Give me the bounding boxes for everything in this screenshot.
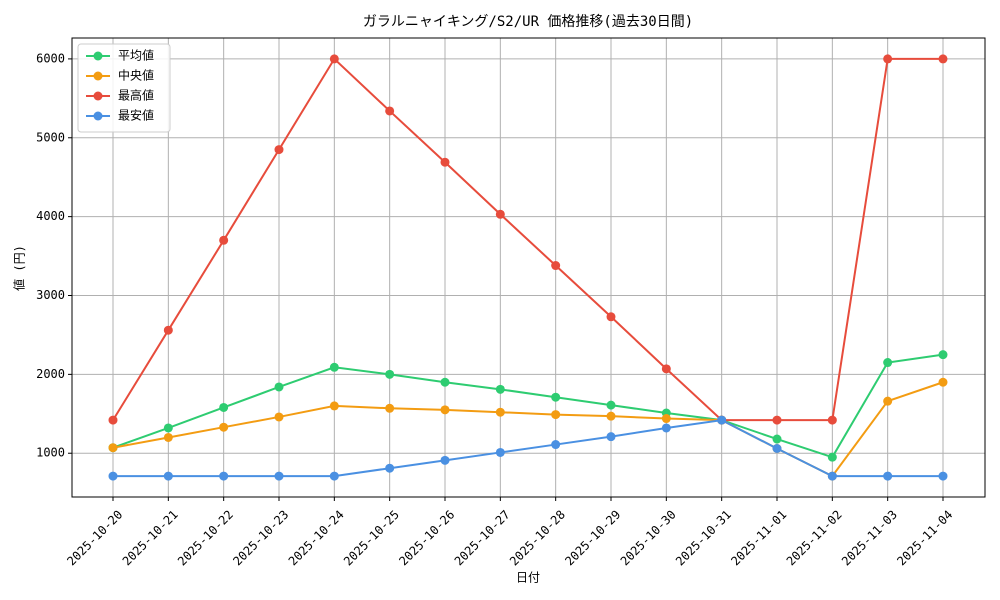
data-point	[108, 415, 118, 425]
data-point	[108, 471, 118, 481]
data-point	[551, 440, 561, 450]
data-point	[385, 369, 395, 379]
data-point	[606, 312, 616, 322]
data-point	[219, 235, 229, 245]
series-line	[112, 57, 943, 422]
data-point	[219, 402, 229, 412]
data-point	[551, 261, 561, 271]
y-tick-label: 5000	[36, 130, 65, 144]
data-point	[661, 364, 671, 374]
data-point	[274, 471, 284, 481]
data-point	[329, 401, 339, 411]
data-point	[274, 382, 284, 392]
legend-label: 中央値	[118, 68, 154, 83]
data-point	[827, 452, 837, 462]
data-point	[661, 414, 671, 424]
data-point	[329, 471, 339, 481]
data-point	[606, 411, 616, 421]
data-point	[495, 209, 505, 219]
x-axis-label: 日付	[516, 571, 540, 585]
legend-label: 最安値	[118, 108, 154, 123]
legend-box	[77, 43, 171, 133]
data-point	[495, 384, 505, 394]
data-point	[938, 377, 948, 387]
data-point	[551, 410, 561, 420]
data-point	[219, 471, 229, 481]
legend-marker	[93, 71, 103, 81]
legend-label: 平均値	[118, 48, 154, 63]
data-point	[495, 407, 505, 417]
y-tick-label: 4000	[36, 209, 65, 223]
data-point	[495, 447, 505, 457]
data-point	[163, 432, 173, 442]
data-point	[163, 471, 173, 481]
data-point	[274, 412, 284, 422]
data-point	[219, 422, 229, 432]
data-point	[827, 415, 837, 425]
legend-marker	[93, 91, 103, 101]
data-point	[274, 145, 284, 155]
data-point	[163, 423, 173, 433]
data-point	[440, 377, 450, 387]
data-point	[329, 362, 339, 372]
data-point	[329, 54, 339, 64]
legend-label: 最高値	[118, 88, 154, 103]
y-tick-label: 2000	[36, 367, 65, 381]
data-point	[661, 423, 671, 433]
series-line	[113, 419, 943, 478]
y-tick-label: 6000	[36, 51, 65, 65]
data-point	[772, 443, 782, 453]
data-point	[717, 415, 727, 425]
data-point	[772, 415, 782, 425]
data-point	[606, 432, 616, 442]
data-point	[385, 106, 395, 116]
data-point	[385, 403, 395, 413]
chart-title: ガラルニャイキング/S2/UR 価格推移(過去30日間)	[363, 14, 693, 30]
legend-marker	[93, 51, 103, 61]
data-point	[827, 471, 837, 481]
data-point	[551, 392, 561, 402]
y-tick-label: 1000	[36, 446, 65, 460]
data-point	[772, 434, 782, 444]
data-point	[938, 471, 948, 481]
data-point	[883, 396, 893, 406]
data-point	[938, 54, 948, 64]
data-point	[440, 455, 450, 465]
y-tick-label: 3000	[36, 288, 65, 302]
data-point	[606, 400, 616, 410]
data-point	[385, 463, 395, 473]
data-point	[108, 443, 118, 453]
plot-frame	[71, 37, 986, 498]
series-line	[112, 353, 944, 459]
data-point	[163, 325, 173, 335]
data-point	[883, 358, 893, 368]
data-point	[883, 471, 893, 481]
data-point	[440, 157, 450, 167]
data-point	[883, 54, 893, 64]
y-axis-label: 値 (円)	[12, 245, 27, 291]
data-point	[938, 350, 948, 360]
data-point	[440, 405, 450, 415]
legend-marker	[93, 111, 103, 121]
